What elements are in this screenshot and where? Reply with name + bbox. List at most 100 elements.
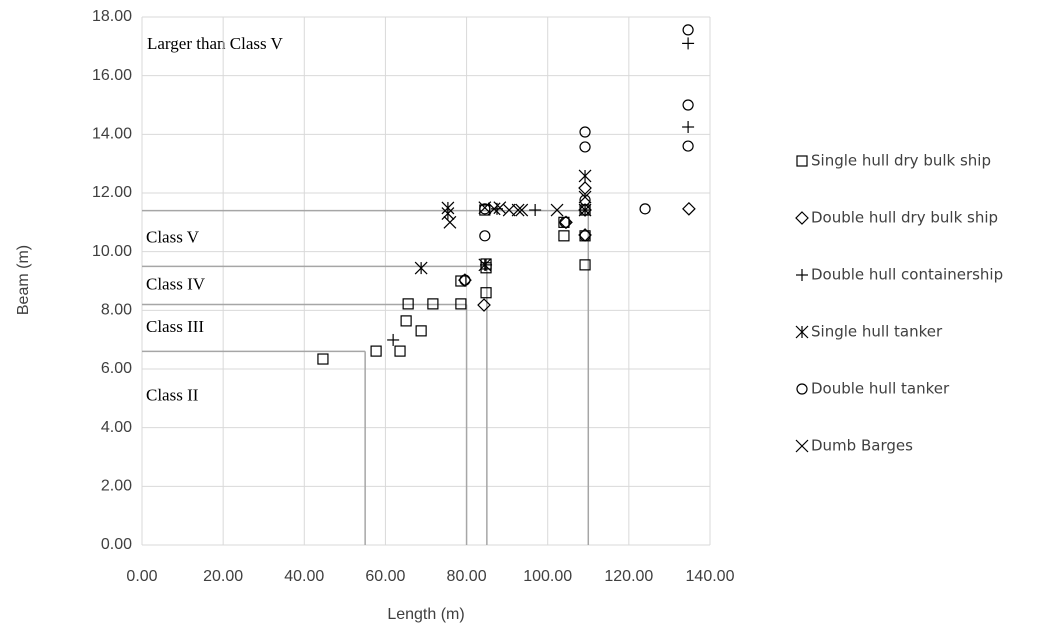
marker: [796, 155, 808, 167]
marker-shape: [394, 345, 406, 357]
marker: [578, 190, 592, 204]
marker: [441, 207, 455, 220]
x-tick-label: 100.00: [523, 568, 572, 585]
marker: [400, 315, 412, 327]
y-tick-label: 4.00: [101, 419, 132, 436]
marker: [529, 204, 542, 217]
marker: [493, 201, 507, 215]
marker: [795, 439, 809, 453]
marker: [682, 121, 695, 133]
marker-shape: [682, 99, 694, 111]
marker-stroke: [511, 203, 525, 217]
marker: [443, 215, 457, 229]
marker: [477, 298, 491, 312]
marker-stroke: [502, 203, 516, 217]
marker-shape: [455, 275, 467, 287]
marker: [795, 325, 809, 339]
marker-shape: [682, 140, 694, 152]
marker: [682, 37, 695, 50]
y-tick-label: 14.00: [92, 126, 132, 143]
marker: [578, 203, 592, 217]
legend-label: Double hull tanker: [811, 380, 950, 398]
y-tick-label: 12.00: [92, 184, 132, 201]
marker: [795, 211, 809, 225]
x-tick-label: 60.00: [365, 568, 405, 585]
class-label: Class II: [146, 385, 199, 404]
marker: [511, 203, 525, 217]
x-tick-label: 0.00: [126, 568, 157, 585]
marker-stroke: [578, 190, 592, 204]
marker-shape: [459, 274, 471, 286]
class-label: Class V: [146, 227, 200, 246]
marker-shape: [415, 325, 427, 337]
marker-stroke: [493, 201, 507, 215]
marker: [578, 169, 592, 183]
y-tick-label: 10.00: [92, 243, 132, 260]
marker-stroke: [515, 203, 529, 217]
marker-shape: [579, 141, 591, 153]
marker: [550, 203, 564, 217]
marker-stroke: [443, 215, 457, 229]
marker-shape: [479, 203, 491, 215]
y-tick-label: 0.00: [101, 536, 132, 553]
marker: [558, 230, 570, 242]
x-tick-label: 20.00: [203, 568, 243, 585]
marker: [478, 258, 492, 272]
legend-label: Double hull dry bulk ship: [811, 209, 998, 227]
marker-shape: [477, 298, 491, 312]
class-label: Class IV: [146, 274, 206, 293]
y-tick-label: 16.00: [92, 67, 132, 84]
marker-shape: [796, 155, 808, 167]
marker: [579, 230, 591, 242]
marker: [387, 333, 400, 346]
marker: [578, 181, 592, 195]
y-tick-label: 8.00: [101, 302, 132, 319]
marker: [579, 141, 591, 153]
marker-shape: [579, 259, 591, 271]
marker: [402, 298, 414, 310]
marker: [502, 203, 516, 217]
legend-label: Dumb Barges: [811, 437, 913, 455]
marker: [559, 216, 571, 228]
marker-shape: [402, 298, 414, 310]
marker-shape: [400, 315, 412, 327]
x-tick-label: 40.00: [284, 568, 324, 585]
marker: [682, 140, 694, 152]
y-tick-label: 6.00: [101, 360, 132, 377]
marker-shape: [579, 230, 591, 242]
marker: [480, 258, 493, 271]
legend-label: Single hull tanker: [811, 323, 943, 341]
marker: [370, 345, 382, 357]
marker: [682, 201, 696, 216]
marker: [427, 298, 439, 310]
marker-shape: [578, 181, 592, 195]
marker: [455, 298, 467, 310]
marker: [682, 24, 694, 36]
legend-label: Single hull dry bulk ship: [811, 152, 991, 170]
marker-shape: [559, 216, 571, 228]
marker-shape: [317, 353, 329, 365]
marker-shape: [639, 203, 651, 215]
marker-shape: [796, 383, 808, 395]
marker-shape: [579, 126, 591, 138]
y-tick-label: 2.00: [101, 478, 132, 495]
marker-shape: [579, 194, 591, 206]
x-tick-label: 80.00: [447, 568, 487, 585]
marker-shape: [370, 345, 382, 357]
marker-stroke: [487, 202, 501, 216]
marker: [515, 203, 529, 217]
marker: [479, 203, 491, 215]
annotation: Larger than Class V: [147, 34, 284, 53]
marker-stroke: [550, 203, 564, 217]
legend-label: Double hull containership: [811, 266, 1003, 284]
marker: [394, 345, 406, 357]
y-tick-label: 18.00: [92, 8, 132, 25]
marker: [579, 259, 591, 271]
marker: [480, 287, 492, 299]
marker-shape: [455, 298, 467, 310]
marker: [796, 269, 808, 281]
marker-shape: [682, 201, 696, 216]
marker: [639, 203, 651, 215]
marker: [317, 353, 329, 365]
